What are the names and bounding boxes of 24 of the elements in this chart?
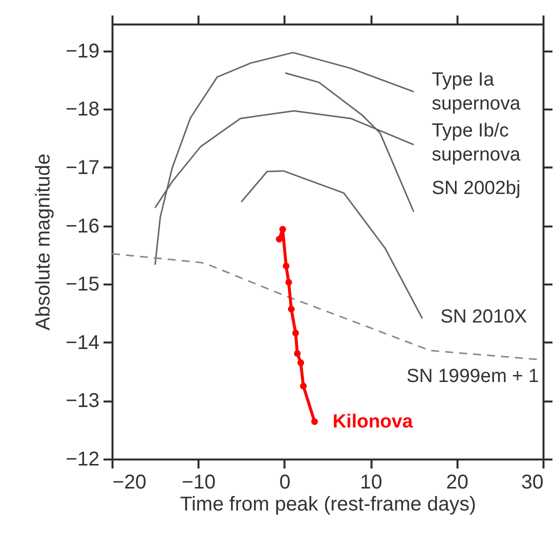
- x-tick-label: 10: [360, 472, 382, 494]
- line-series: [240, 170, 424, 320]
- series-label: SN 2010X: [440, 306, 528, 328]
- y-tick-label: −17: [66, 156, 100, 179]
- x-tick-label: 0: [279, 472, 290, 494]
- series-label: Type Ia supernova: [432, 70, 521, 115]
- y-tick-label: −15: [66, 274, 100, 296]
- x-axis-title: Time from peak (rest-frame days): [180, 494, 476, 516]
- series-label: Type Ib/c supernova: [432, 120, 521, 166]
- x-tick-label: −10: [182, 472, 216, 494]
- series-label: Kilonova: [332, 412, 414, 433]
- line-series: [154, 52, 414, 266]
- series-label: SN 1999em + 1: [406, 366, 539, 387]
- y-tick-label: −13: [66, 390, 100, 412]
- y-tick-label: −14: [66, 332, 100, 354]
- y-tick-label: −18: [66, 98, 100, 121]
- y-tick-label: −19: [66, 40, 100, 62]
- y-tick-label: −12: [66, 448, 100, 470]
- x-tick-label: 20: [446, 472, 468, 494]
- y-tick-label: −16: [66, 215, 100, 238]
- x-tick-label: −20: [112, 472, 146, 494]
- y-axis-title: Absolute magnitude: [32, 154, 55, 330]
- series-label: SN 2002bj: [432, 178, 520, 199]
- x-tick-label: 30: [521, 472, 544, 494]
